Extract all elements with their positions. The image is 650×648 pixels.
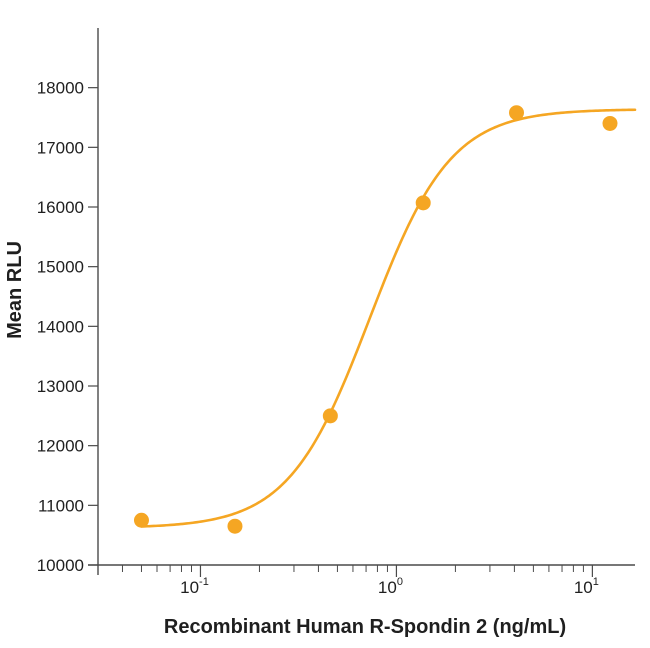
y-tick-label: 11000 (38, 496, 84, 515)
x-axis-title: Recombinant Human R-Spondin 2 (ng/mL) (164, 616, 566, 638)
y-axis-title: Mean RLU (4, 241, 26, 339)
y-tick-label: 14000 (37, 317, 84, 336)
x-tick-label: 10-1 (180, 576, 209, 597)
y-tick-label: 17000 (37, 138, 84, 157)
fit-curve-line (140, 108, 637, 528)
y-tick-label: 18000 (37, 79, 84, 98)
data-points (133, 105, 618, 534)
data-point (602, 115, 618, 131)
y-tick-label: 16000 (37, 198, 84, 217)
data-point (509, 105, 525, 121)
data-point (415, 195, 431, 211)
x-tick-label: 101 (574, 576, 599, 597)
data-point (227, 518, 243, 534)
y-tick-label: 10000 (37, 556, 84, 575)
y-tick-label: 13000 (37, 377, 84, 396)
y-tick-label: 12000 (37, 437, 84, 456)
x-tick-label: 100 (378, 576, 403, 597)
y-tick-label: 15000 (37, 258, 84, 277)
fit-curve-layer (140, 108, 637, 528)
axes: 10000 11000 12000 13000 14000 15000 16000 17000… (37, 28, 635, 597)
data-point (133, 512, 149, 528)
data-point (322, 408, 338, 424)
